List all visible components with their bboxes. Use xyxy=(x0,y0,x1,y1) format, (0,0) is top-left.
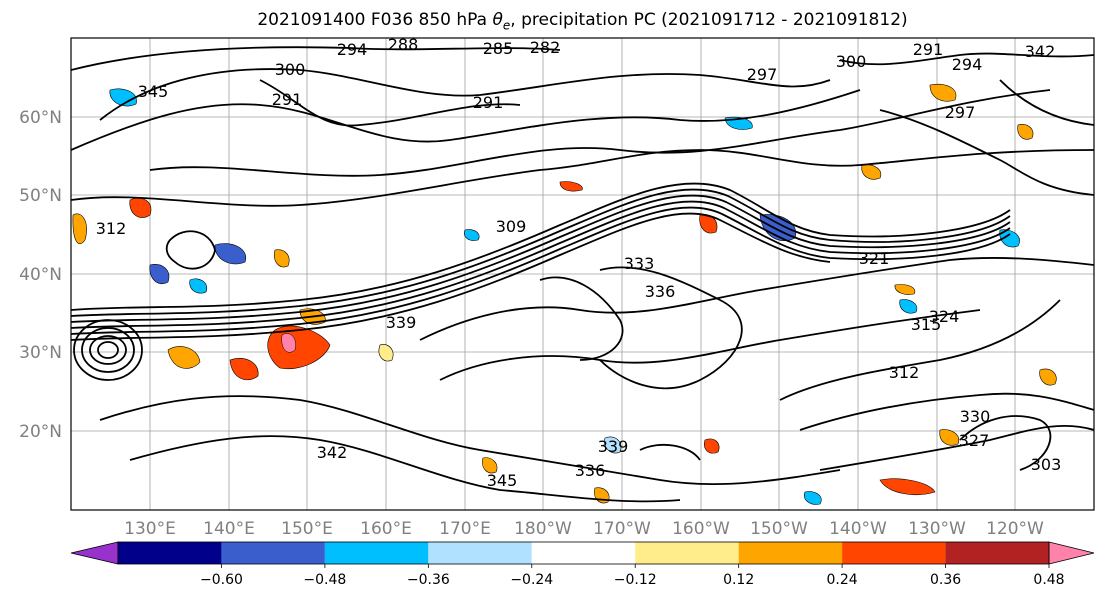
title-theta-symbol: θ xyxy=(492,10,503,30)
title-suffix: , precipitation PC (2021091712 - 2021091… xyxy=(510,10,908,30)
colorbar-extend-max xyxy=(1048,541,1095,565)
colorbar-tick-label: −0.12 xyxy=(614,572,657,588)
colorbar-segment xyxy=(635,542,739,564)
longitude-label: 180°W xyxy=(514,519,572,539)
colorbar-tick-label: −0.60 xyxy=(200,572,243,588)
colorbar-segment xyxy=(842,542,946,564)
contour-label: 345 xyxy=(487,471,518,490)
colorbar-segment xyxy=(221,542,325,564)
contour-label: 333 xyxy=(624,254,655,273)
contour-label: 282 xyxy=(530,38,561,57)
contour-label: 336 xyxy=(575,461,606,480)
contour-label: 291 xyxy=(473,93,504,112)
contour-label: 345 xyxy=(138,82,169,101)
contour-label: 285 xyxy=(483,39,514,58)
longitude-label: 140°E xyxy=(203,519,255,539)
colorbar-outline xyxy=(117,541,1050,565)
longitude-label: 170°W xyxy=(593,519,651,539)
contour-label: 330 xyxy=(960,407,991,426)
contour-label: 303 xyxy=(1031,455,1062,474)
longitude-label: 130°W xyxy=(908,519,966,539)
longitude-label: 120°W xyxy=(986,519,1044,539)
colorbar-segment xyxy=(738,542,843,564)
chart-title: 2021091400 F036 850 hPa θe, precipitatio… xyxy=(0,10,1105,32)
contour-labels: 294 288 285 282 300 291 297 300 291 294 297 309 312 3… xyxy=(96,35,1062,490)
contour-label: 312 xyxy=(96,219,127,238)
colorbar-tick-label: 0.12 xyxy=(723,572,754,588)
latitude-label: 20°N xyxy=(19,422,62,442)
colorbar-extend-min xyxy=(70,541,119,565)
latitude-label: 40°N xyxy=(19,265,62,285)
theta-e-contours xyxy=(71,46,1094,503)
longitude-label: 160°W xyxy=(672,519,730,539)
longitude-label: 130°E xyxy=(124,519,176,539)
longitude-label: 150°W xyxy=(750,519,808,539)
colorbar-tick-label: 0.24 xyxy=(827,572,858,588)
contour-label: 297 xyxy=(945,103,976,122)
contour-label: 339 xyxy=(598,437,629,456)
longitude-label: 160°E xyxy=(360,519,412,539)
contour-label: 288 xyxy=(388,35,419,54)
latitude-labels: 60°N 50°N 40°N 30°N 20°N xyxy=(19,108,62,442)
colorbar-tick-label: 0.36 xyxy=(930,572,961,588)
contour-label: 342 xyxy=(317,443,348,462)
colorbar: −0.60 −0.48 −0.36 −0.24 −0.12 0.12 0.24 0.36 0.4… xyxy=(70,541,1095,588)
graticule xyxy=(71,38,1094,510)
longitude-labels: 130°E 140°E 150°E 160°E 170°E 180°W 170°W 160°W… xyxy=(124,519,1044,539)
colorbar-tick-label: 0.48 xyxy=(1033,572,1064,588)
colorbar-segment xyxy=(531,542,636,564)
latitude-label: 30°N xyxy=(19,343,62,363)
contour-label: 342 xyxy=(1025,42,1056,61)
contour-label: 294 xyxy=(337,40,368,59)
colorbar-segment xyxy=(945,542,1049,564)
title-theta-subscript: e xyxy=(502,18,511,33)
colorbar-tick-label: −0.48 xyxy=(303,572,346,588)
contour-label: 291 xyxy=(272,90,303,109)
colorbar-segment xyxy=(118,542,222,564)
contour-label: 339 xyxy=(386,313,417,332)
title-prefix: 2021091400 F036 850 hPa xyxy=(257,10,493,30)
contour-label: 324 xyxy=(929,307,960,326)
contour-label: 312 xyxy=(889,363,920,382)
precipitation-shading xyxy=(72,83,1057,505)
contour-label: 315 xyxy=(911,315,942,334)
contour-label: 321 xyxy=(859,249,890,268)
colorbar-tick-label: −0.24 xyxy=(510,572,553,588)
contour-label: 300 xyxy=(275,60,306,79)
colorbar-segment xyxy=(324,542,429,564)
contour-label: 300 xyxy=(836,52,867,71)
contour-label: 309 xyxy=(496,217,527,236)
contour-label: 327 xyxy=(959,431,990,450)
contour-label: 336 xyxy=(645,282,676,301)
colorbar-tick-label: −0.36 xyxy=(407,572,450,588)
contour-label: 297 xyxy=(747,65,778,84)
colorbar-segment xyxy=(428,542,532,564)
latitude-label: 60°N xyxy=(19,108,62,128)
longitude-label: 150°E xyxy=(281,519,333,539)
longitude-label: 140°W xyxy=(829,519,887,539)
contour-label: 291 xyxy=(913,40,944,59)
longitude-label: 170°E xyxy=(439,519,491,539)
contour-label: 294 xyxy=(952,55,983,74)
map-frame xyxy=(70,37,1095,511)
latitude-label: 50°N xyxy=(19,186,62,206)
